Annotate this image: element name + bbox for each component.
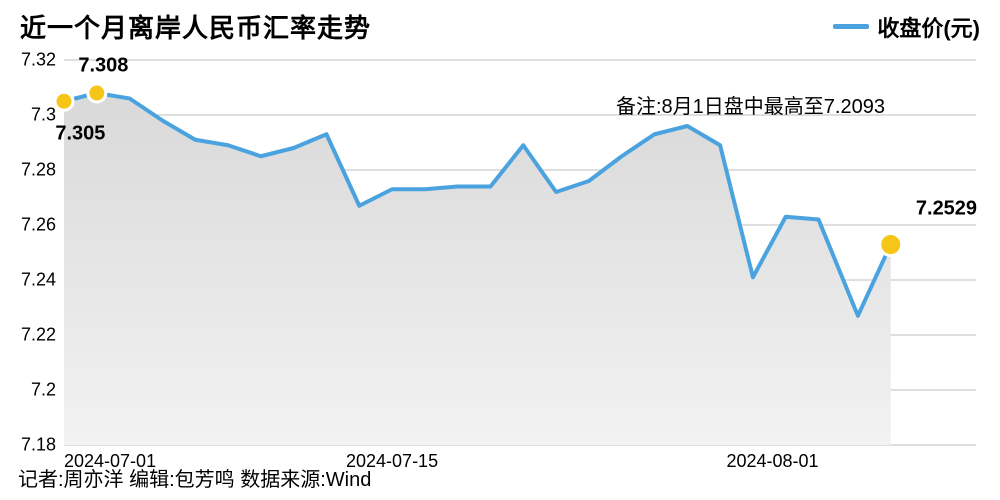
chart-container: 近一个月离岸人民币汇率走势 收盘价(元) 7.18 7.2 7.22 7.24 7.26… xyxy=(0,0,1000,500)
legend-swatch xyxy=(833,24,869,29)
legend: 收盘价(元) xyxy=(833,11,980,43)
x-tick-label: 2024-08-01 xyxy=(726,451,818,472)
chart-title: 近一个月离岸人民币汇率走势 xyxy=(20,8,371,45)
y-tick-label: 7.24 xyxy=(21,270,56,291)
y-tick-label: 7.28 xyxy=(21,160,56,181)
legend-label: 收盘价(元) xyxy=(877,11,980,43)
chart-note: 备注:8月1日盘中最高至7.2093 xyxy=(616,90,885,119)
data-annotation: 7.305 xyxy=(55,123,105,146)
y-tick-label: 7.26 xyxy=(21,215,56,236)
y-tick-label: 7.3 xyxy=(31,105,56,126)
y-tick-label: 7.18 xyxy=(21,435,56,456)
data-annotation: 7.2529 xyxy=(916,197,977,220)
data-annotation: 7.308 xyxy=(78,54,128,77)
y-tick-label: 7.2 xyxy=(31,380,56,401)
y-tick-label: 7.22 xyxy=(21,325,56,346)
y-tick-label: 7.32 xyxy=(21,50,56,71)
chart-header: 近一个月离岸人民币汇率走势 收盘价(元) xyxy=(0,0,1000,49)
chart-credits: 记者:周亦洋 编辑:包芳鸣 数据来源:Wind xyxy=(18,463,371,492)
